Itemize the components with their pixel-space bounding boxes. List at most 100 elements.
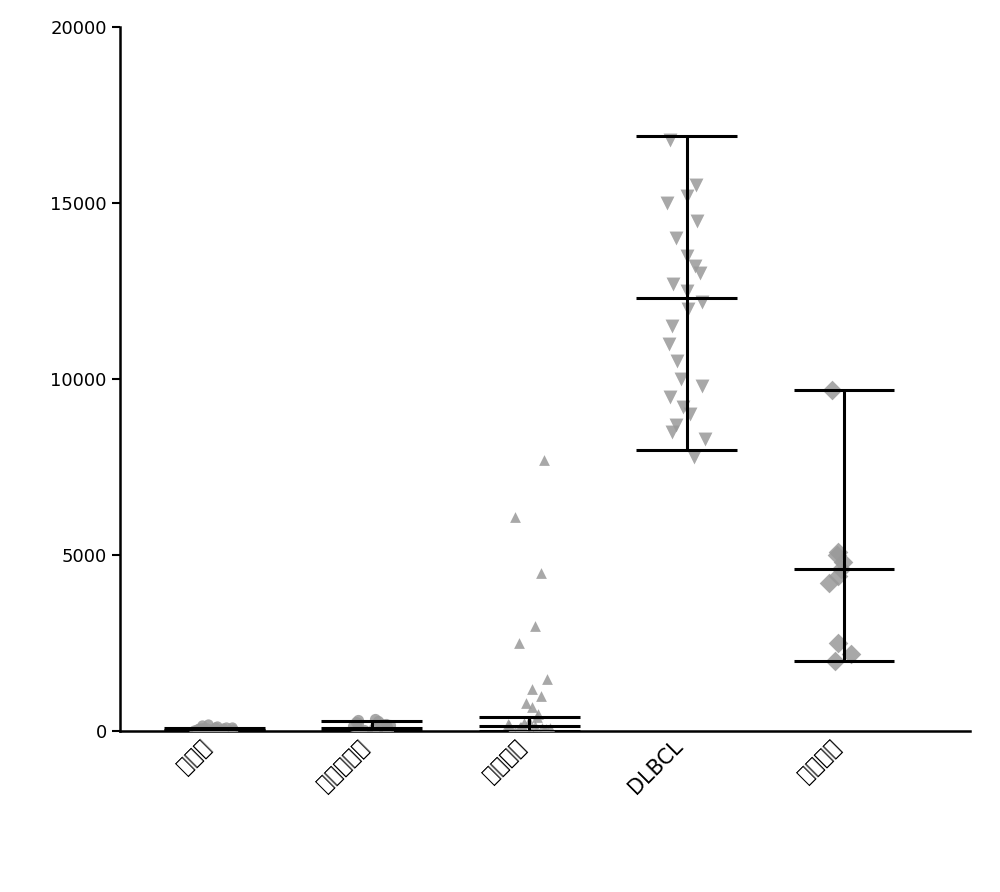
Point (688, 178, 704, 193)
Point (212, 724, 228, 739)
Point (207, 720, 223, 734)
Point (668, 417, 684, 432)
Point (664, 425, 680, 439)
Point (679, 249, 695, 263)
Point (830, 545, 846, 559)
Point (504, 724, 520, 739)
Point (524, 682, 540, 697)
Point (516, 715, 532, 730)
Point (679, 284, 695, 298)
Point (835, 555, 851, 569)
Point (664, 319, 680, 334)
Point (669, 354, 685, 368)
Point (202, 724, 218, 739)
Point (824, 383, 840, 397)
Point (213, 723, 229, 737)
Point (194, 718, 210, 732)
Point (662, 132, 678, 146)
Point (350, 715, 366, 730)
Point (679, 189, 695, 203)
Point (821, 576, 837, 591)
Point (199, 721, 215, 735)
Point (195, 721, 211, 735)
Point (350, 713, 366, 727)
Point (501, 718, 517, 732)
Point (207, 724, 223, 739)
Point (522, 724, 538, 739)
Point (209, 719, 225, 733)
Point (829, 548, 845, 563)
Point (380, 723, 396, 737)
Point (843, 647, 859, 661)
Point (680, 301, 696, 316)
Point (500, 717, 516, 731)
Point (200, 717, 216, 731)
Point (661, 336, 677, 351)
Point (697, 432, 713, 446)
Point (370, 714, 386, 728)
Point (694, 294, 710, 309)
Point (379, 720, 395, 734)
Point (521, 714, 537, 728)
Point (503, 724, 519, 739)
Point (225, 723, 241, 737)
Point (694, 379, 710, 393)
Point (827, 654, 843, 668)
Point (374, 716, 390, 731)
Point (830, 569, 846, 583)
Point (665, 277, 681, 291)
Point (538, 722, 554, 736)
Point (507, 509, 523, 524)
Point (511, 722, 527, 736)
Point (830, 636, 846, 650)
Point (518, 696, 534, 710)
Point (533, 566, 549, 580)
Point (507, 724, 523, 739)
Point (692, 266, 708, 280)
Point (208, 724, 224, 739)
Point (214, 723, 230, 738)
Point (207, 724, 223, 739)
Point (536, 453, 552, 467)
Point (366, 721, 382, 735)
Point (682, 407, 698, 422)
Point (191, 724, 207, 739)
Point (536, 723, 552, 737)
Point (675, 401, 691, 415)
Point (345, 719, 361, 733)
Point (367, 712, 383, 726)
Point (524, 699, 540, 714)
Point (534, 721, 550, 735)
Point (356, 723, 372, 738)
Point (529, 710, 545, 724)
Point (213, 724, 229, 739)
Point (542, 721, 558, 735)
Point (218, 720, 234, 734)
Point (189, 722, 205, 736)
Point (673, 372, 689, 386)
Point (530, 706, 546, 721)
Point (527, 719, 543, 733)
Point (512, 720, 528, 734)
Point (351, 724, 367, 739)
Point (224, 719, 240, 733)
Point (353, 724, 369, 739)
Point (686, 450, 702, 464)
Point (204, 723, 220, 738)
Point (517, 723, 533, 738)
Point (204, 723, 220, 737)
Point (350, 722, 366, 736)
Point (348, 714, 364, 729)
Point (211, 724, 227, 739)
Point (689, 213, 705, 227)
Point (513, 720, 529, 734)
Point (528, 724, 544, 739)
Point (186, 723, 202, 737)
Point (668, 231, 684, 245)
Point (194, 721, 210, 735)
Point (662, 390, 678, 404)
Point (833, 562, 849, 576)
Point (378, 717, 394, 731)
Point (537, 724, 553, 739)
Point (527, 619, 543, 633)
